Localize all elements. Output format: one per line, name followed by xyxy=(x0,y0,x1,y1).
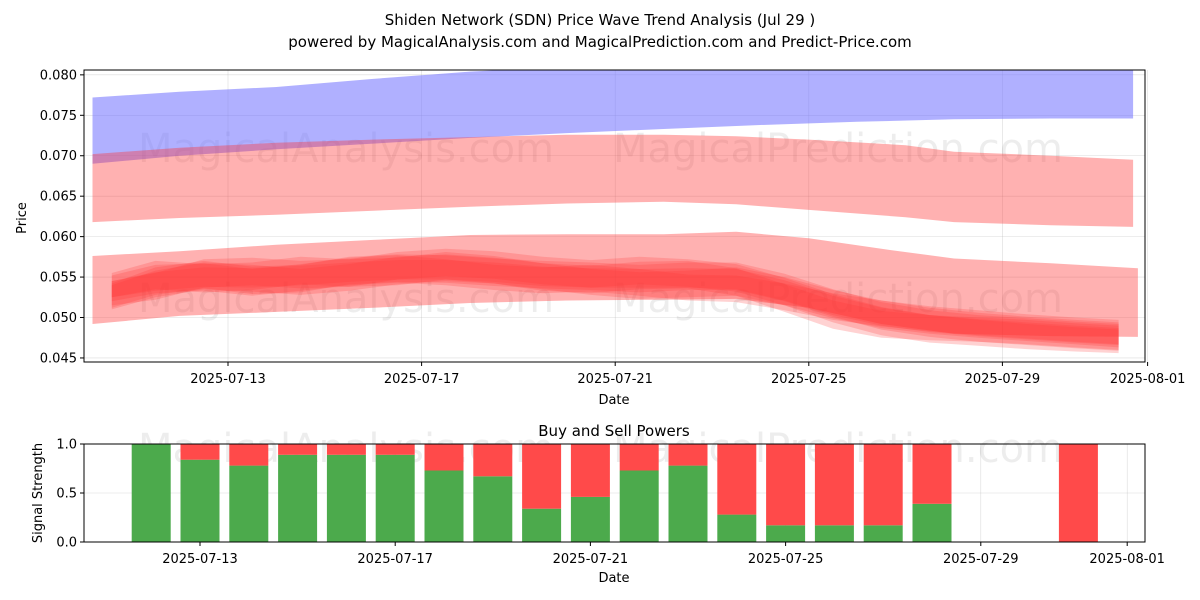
band-wave-5 xyxy=(111,254,1119,351)
signal-y-tick-1: 0.5 xyxy=(56,487,77,502)
signal-bars xyxy=(131,444,1098,542)
price-y-tick-7: 0.080 xyxy=(40,68,77,83)
price-y-tick-1: 0.050 xyxy=(40,311,77,326)
signal-x-ticks: 2025-07-13 2025-07-17 2025-07-21 2025-07-25… xyxy=(162,542,1165,567)
watermark-bottom-left: MagicalAnalysis.com xyxy=(138,276,554,322)
price-x-tick-1: 2025-07-17 xyxy=(384,372,460,387)
band-wave-3 xyxy=(111,248,1119,354)
signal-y-tick-0: 0.0 xyxy=(56,536,77,551)
watermark-top-right: MagicalPrediction.com xyxy=(613,126,1063,172)
price-y-tick-3: 0.060 xyxy=(40,230,77,245)
signal-y-ticks: 0.0 0.5 1.0 xyxy=(56,438,84,551)
buy-bar-14 xyxy=(814,525,854,542)
price-x-tick-2: 2025-07-21 xyxy=(577,372,653,387)
signal-y-tick-2: 1.0 xyxy=(56,438,77,453)
signal-x-tick-1: 2025-07-17 xyxy=(357,552,433,567)
sell-bar-14 xyxy=(814,444,854,526)
sell-bar-11 xyxy=(668,444,708,466)
signal-plot: Buy and Sell Powers MagicalAnalysis.com … xyxy=(31,422,1165,586)
price-y-tick-5: 0.070 xyxy=(40,149,77,164)
buy-bar-3 xyxy=(278,454,318,542)
band-middle-red-band xyxy=(92,134,1134,227)
signal-x-label: Date xyxy=(598,571,629,586)
signal-x-tick-5: 2025-08-01 xyxy=(1089,552,1165,567)
signal-y-label: Signal Strength xyxy=(31,443,46,543)
buy-bar-1 xyxy=(180,459,220,542)
sell-bar-7 xyxy=(473,444,513,477)
buy-bar-7 xyxy=(473,476,513,542)
band-wave-1 xyxy=(111,254,1119,348)
buy-bar-15 xyxy=(863,525,903,542)
sell-bar-16 xyxy=(912,444,952,504)
buy-bar-10 xyxy=(619,470,659,542)
buy-bar-5 xyxy=(375,454,415,542)
price-x-tick-4: 2025-07-29 xyxy=(965,372,1041,387)
sell-bar-6 xyxy=(424,444,464,471)
sell-bar-10 xyxy=(619,444,659,471)
sell-bar-8 xyxy=(522,444,562,509)
price-x-tick-0: 2025-07-13 xyxy=(190,372,266,387)
signal-x-tick-2: 2025-07-21 xyxy=(553,552,629,567)
price-x-tick-5: 2025-08-01 xyxy=(1110,372,1186,387)
signal-title: Buy and Sell Powers xyxy=(538,422,690,440)
buy-bar-16 xyxy=(912,503,952,542)
price-y-tick-2: 0.055 xyxy=(40,271,77,286)
buy-bar-12 xyxy=(717,514,757,542)
signal-x-tick-0: 2025-07-13 xyxy=(162,552,238,567)
sell-bar-4 xyxy=(326,444,366,455)
price-y-tick-4: 0.065 xyxy=(40,190,77,205)
wave-bands-clip xyxy=(92,70,1138,354)
price-y-ticks: 0.045 0.050 0.055 0.060 0.065 0.070 0.075 0.080 xyxy=(40,68,84,366)
sell-bar-2 xyxy=(229,444,269,466)
buy-bar-9 xyxy=(570,496,610,542)
price-plot: MagicalAnalysis.com MagicalPrediction.co… xyxy=(15,68,1185,408)
buy-bar-4 xyxy=(326,454,366,542)
price-y-tick-0: 0.045 xyxy=(40,351,77,366)
buy-bar-13 xyxy=(766,525,806,542)
sell-bar-5 xyxy=(375,444,415,455)
band-wave-4 xyxy=(111,252,1119,350)
signal-x-tick-4: 2025-07-29 xyxy=(943,552,1019,567)
price-y-tick-6: 0.075 xyxy=(40,109,77,124)
sell-bar-13 xyxy=(766,444,806,526)
wave-bands xyxy=(92,70,1138,354)
price-x-tick-3: 2025-07-25 xyxy=(771,372,847,387)
signal-x-tick-3: 2025-07-25 xyxy=(748,552,824,567)
buy-bar-0 xyxy=(131,444,171,542)
sell-bar-3 xyxy=(278,444,318,455)
sell-bar-1 xyxy=(180,444,220,460)
band-central-wave xyxy=(111,260,1119,345)
band-wave-2 xyxy=(111,255,1119,345)
price-y-label: Price xyxy=(15,202,30,234)
band-upper-blue-band xyxy=(92,70,1134,164)
chart-title: Shiden Network (SDN) Price Wave Trend An… xyxy=(385,11,816,29)
sell-bar-12 xyxy=(717,444,757,515)
chart-subtitle: powered by MagicalAnalysis.com and Magic… xyxy=(288,33,912,51)
buy-bar-2 xyxy=(229,465,269,542)
band-lower-red-band xyxy=(92,231,1138,337)
sell-bar-17 xyxy=(1058,444,1098,542)
price-x-label: Date xyxy=(598,393,629,408)
sell-bar-9 xyxy=(570,444,610,497)
price-x-ticks: 2025-07-13 2025-07-17 2025-07-21 2025-07-25… xyxy=(190,362,1185,387)
watermark-bottom-right: MagicalPrediction.com xyxy=(613,276,1063,322)
sell-bar-15 xyxy=(863,444,903,526)
buy-bar-11 xyxy=(668,465,708,542)
buy-bar-6 xyxy=(424,470,464,542)
price-plot-frame xyxy=(83,69,1146,363)
buy-bar-8 xyxy=(522,508,562,542)
